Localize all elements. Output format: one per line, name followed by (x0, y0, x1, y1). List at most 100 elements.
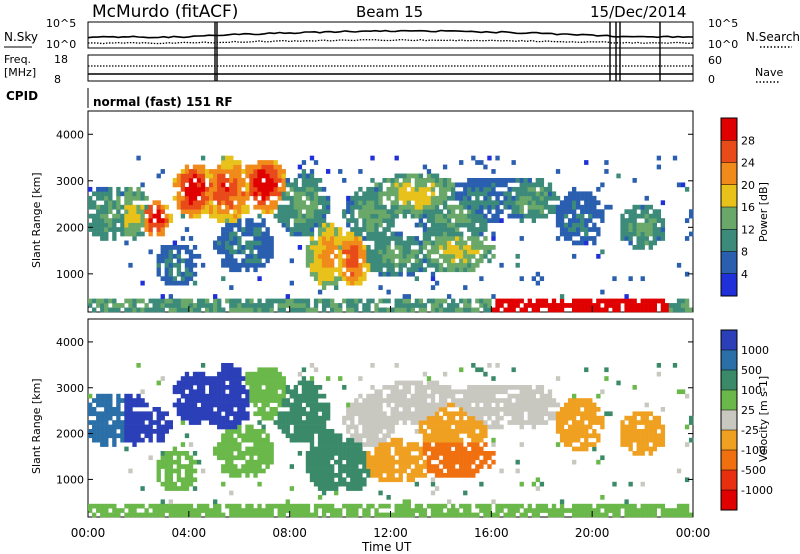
power-cell (418, 204, 424, 210)
power-cell (241, 262, 246, 268)
velocity-cell (338, 481, 343, 487)
velocity-cell (297, 371, 303, 377)
power-cell (188, 307, 194, 313)
colorbar-frame (720, 329, 738, 511)
velocity-cell (644, 411, 649, 417)
power-cell (180, 195, 186, 201)
power-cell (446, 294, 452, 299)
velocity-cell (309, 455, 315, 461)
power-cell (120, 231, 125, 237)
power-cell (136, 218, 141, 223)
velocity-cell (592, 442, 597, 447)
power-cell (289, 200, 294, 206)
power-cell (180, 178, 186, 183)
power-cell (289, 280, 294, 286)
velocity-cell (632, 451, 637, 456)
velocity-cell (245, 446, 250, 452)
velocity-cell (414, 455, 420, 461)
power-cell (366, 303, 371, 308)
velocity-cell (221, 433, 226, 439)
power-cell (221, 240, 226, 246)
velocity-cell (342, 468, 347, 474)
velocity-cell (471, 468, 476, 474)
velocity-cell (245, 380, 250, 386)
velocity-cell (350, 411, 355, 417)
velocity-cell (108, 433, 113, 439)
power-cell (398, 262, 403, 268)
velocity-cell (584, 446, 589, 452)
velocity-cell (225, 415, 230, 421)
power-cell (430, 262, 436, 268)
power-cell (604, 169, 609, 174)
power-cell (612, 276, 617, 282)
velocity-cell (184, 402, 190, 408)
power-cell (301, 204, 307, 210)
velocity-cell (88, 411, 93, 417)
velocity-cell (237, 451, 242, 456)
velocity-cell (213, 380, 218, 386)
power-cell (265, 164, 270, 170)
velocity-cell (608, 508, 613, 513)
power-cell (374, 195, 379, 201)
power-cell (309, 240, 315, 246)
power-cell (265, 195, 270, 201)
power-cell (487, 191, 492, 197)
velocity-cell (515, 407, 520, 412)
velocity-cell (479, 451, 484, 456)
power-cell (241, 195, 246, 201)
power-cell (382, 209, 387, 215)
velocity-cell (277, 376, 282, 381)
power-cell (225, 213, 230, 219)
power-cell (92, 307, 97, 313)
velocity-cell (261, 451, 266, 456)
power-cell (204, 169, 210, 174)
power-cell (467, 222, 472, 228)
velocity-cell (273, 503, 278, 509)
power-cell (507, 178, 512, 183)
velocity-cell (100, 420, 105, 425)
power-cell (257, 169, 262, 174)
velocity-cell (527, 411, 532, 417)
power-cell (422, 186, 428, 192)
power-cell (422, 267, 428, 273)
velocity-cell (188, 420, 194, 425)
velocity-cell (176, 451, 182, 456)
power-cell (382, 307, 387, 313)
power-cell (374, 307, 379, 313)
velocity-cell (253, 429, 258, 434)
power-cell (422, 227, 428, 232)
power-cell (567, 200, 573, 206)
velocity-cell (382, 437, 387, 443)
velocity-cell (563, 429, 569, 434)
power-cell (446, 258, 452, 264)
power-cell (414, 262, 420, 268)
power-cell (354, 262, 359, 268)
velocity-cell (455, 459, 460, 465)
velocity-cell (297, 393, 303, 399)
velocity-cell (200, 402, 206, 408)
power-cell (342, 276, 347, 282)
velocity-cell (269, 415, 274, 421)
velocity-cell (132, 402, 137, 408)
velocity-cell (479, 415, 484, 421)
velocity-cell (563, 411, 569, 417)
velocity-cell (261, 455, 266, 461)
power-cell (527, 303, 532, 308)
velocity-cell (572, 420, 577, 425)
power-cell (358, 253, 363, 259)
velocity-cell (176, 477, 182, 483)
velocity-cell (451, 398, 456, 403)
velocity-cell (394, 402, 399, 408)
velocity-cell (160, 433, 165, 439)
power-cell (628, 222, 633, 228)
power-cell (600, 249, 605, 255)
velocity-cell (100, 437, 105, 443)
power-cell (527, 186, 532, 192)
velocity-cell (261, 442, 266, 447)
velocity-cell (265, 503, 270, 509)
velocity-cell (265, 437, 270, 443)
power-cell (588, 298, 593, 304)
velocity-cell (313, 398, 319, 403)
velocity-cell (321, 503, 327, 509)
power-cell (628, 240, 633, 246)
